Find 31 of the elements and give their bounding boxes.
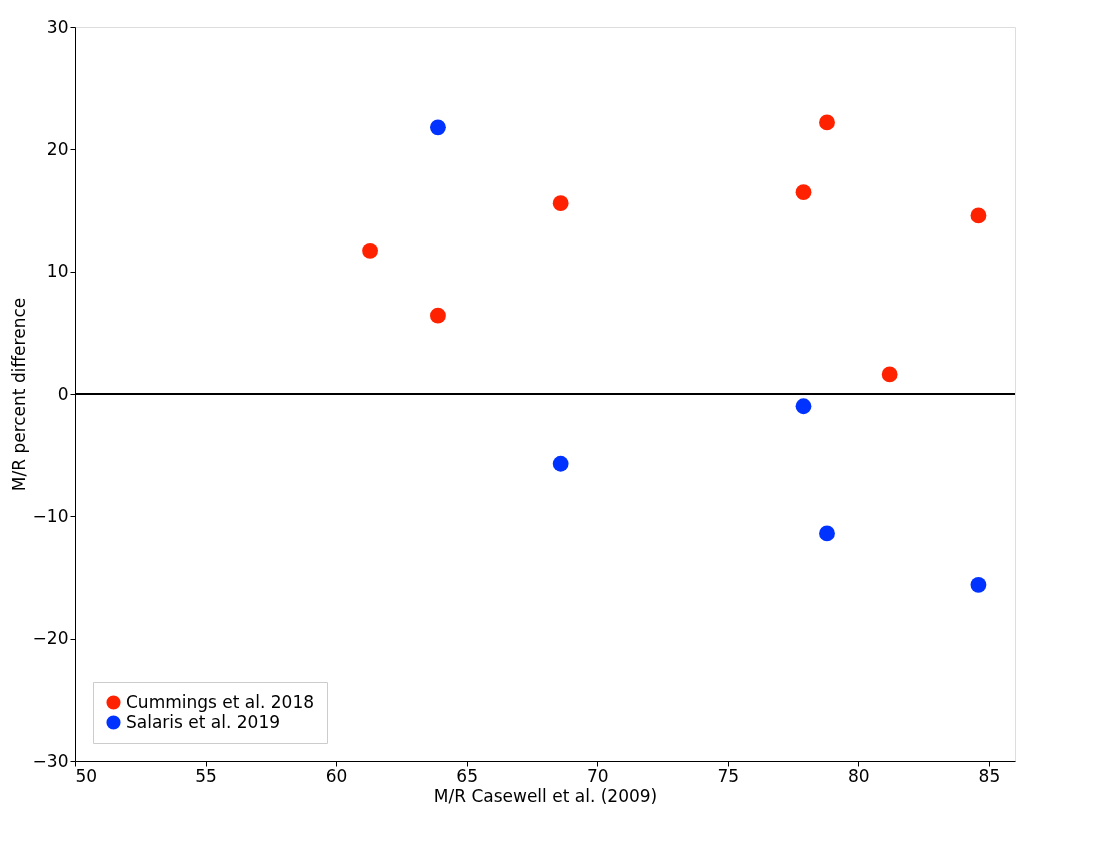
point xyxy=(819,525,835,542)
point xyxy=(795,184,812,201)
point xyxy=(881,366,898,383)
y-tick-label: 0 xyxy=(57,383,69,404)
point xyxy=(819,114,835,131)
y-tick-label: 20 xyxy=(46,138,69,159)
x-tick-label: 70 xyxy=(586,765,609,786)
legend-label: Cummings et al. 2018 xyxy=(126,691,315,712)
point xyxy=(430,119,446,136)
point xyxy=(795,398,812,415)
point xyxy=(552,195,569,212)
point xyxy=(552,455,569,472)
x-tick-label: 80 xyxy=(848,765,870,786)
y-tick-label: 30 xyxy=(46,16,69,37)
y-axis-title: M/R percent difference xyxy=(8,297,29,492)
x-tick-label: 50 xyxy=(75,765,98,786)
x-tick-label: 60 xyxy=(325,765,348,786)
y-tick-label: −30 xyxy=(32,750,69,771)
y-tick-label: −20 xyxy=(32,628,69,649)
point xyxy=(362,242,378,259)
point xyxy=(970,576,987,593)
point xyxy=(430,307,446,324)
x-tick-label: 55 xyxy=(195,765,217,786)
y-tick-label: −10 xyxy=(32,505,69,526)
x-tick-label: 75 xyxy=(717,765,740,786)
point xyxy=(970,207,987,224)
y-tick-label: 10 xyxy=(46,261,69,282)
legend-label: Salaris et al. 2019 xyxy=(126,711,281,732)
x-tick-label: 85 xyxy=(978,765,1001,786)
x-tick-label: 65 xyxy=(456,765,478,786)
x-axis-title: M/R Casewell et al. (2009) xyxy=(433,785,658,806)
